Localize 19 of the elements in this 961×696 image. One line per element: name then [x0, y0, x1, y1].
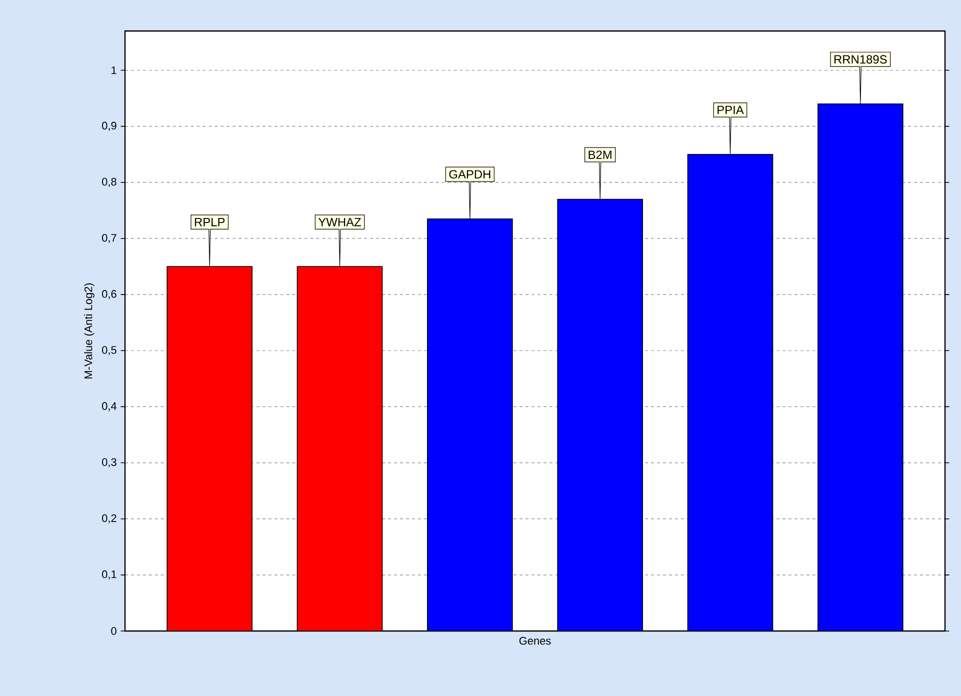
x-axis-title: Genes — [519, 636, 551, 645]
x-tick-label: PPIA — [718, 106, 744, 114]
y-tick-label: 0,5 — [102, 346, 116, 356]
y-tick-label: 0,7 — [102, 234, 116, 243]
y-tick-label: 0,2 — [102, 514, 116, 524]
x-tick-label: RPLP — [194, 218, 225, 226]
x-tick-label: B2M — [588, 150, 612, 159]
x-tick-label: YWHAZ — [318, 218, 361, 226]
y-tick-label: 0 — [111, 627, 116, 635]
y-tick-label: 0,9 — [102, 122, 116, 131]
y-tick-label: 0,4 — [102, 402, 116, 412]
y-tick-label: 0,3 — [102, 458, 116, 468]
x-tick-label: GAPDH — [449, 170, 490, 179]
y-tick-label: 0,8 — [102, 178, 116, 187]
y-axis-title: M-Value (Anti Log2) — [84, 283, 94, 378]
y-tick-label: 0,6 — [102, 290, 116, 300]
y-tick-label: 0,1 — [102, 570, 116, 580]
y-tick-label: 1 — [112, 66, 116, 74]
x-tick-label: RRN189S — [834, 55, 887, 64]
